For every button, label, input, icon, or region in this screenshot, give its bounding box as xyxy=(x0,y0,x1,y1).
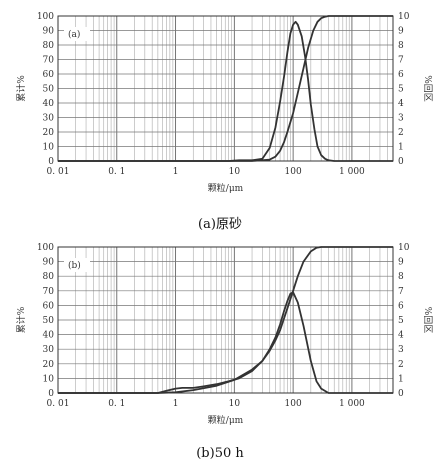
y-right-tick-label: 0 xyxy=(398,157,404,167)
grid xyxy=(57,15,394,162)
y-left-tick-label: 30 xyxy=(43,114,55,124)
y-left-tick-label: 0 xyxy=(48,157,54,167)
x-axis-label: 颗粒/μm xyxy=(208,182,244,194)
caption-a: (a)原砂 xyxy=(198,217,242,232)
x-axis-label: 颗粒/μm xyxy=(208,414,244,426)
y-right-tick-label: 9 xyxy=(398,258,404,268)
y-right-tick-label: 3 xyxy=(398,114,404,124)
chart-panel-a: 0 10 20 30 40 50 60 70 80 90 100 0 1 2 3 4 5 6 7 8 9 10 0. 01 0… xyxy=(15,12,433,194)
y-left-axis-label: 累计% xyxy=(15,75,27,102)
x-tick-label: 1 xyxy=(173,167,179,177)
y-left-tick-label: 20 xyxy=(43,360,55,370)
y-right-tick-label: 4 xyxy=(398,99,404,109)
y-right-tick-label: 8 xyxy=(398,272,404,282)
grid xyxy=(57,246,394,394)
plot-frame xyxy=(57,246,394,394)
y-right-tick-label: 6 xyxy=(398,70,404,80)
panel-tag-box xyxy=(64,258,90,272)
x-tick-label: 1 xyxy=(173,399,179,409)
panel-tag-box xyxy=(64,27,90,41)
cumulative-curve xyxy=(58,15,393,162)
y-left-tick-label: 100 xyxy=(37,12,54,22)
y-right-tick-label: 8 xyxy=(398,41,404,51)
y-right-tick-label: 5 xyxy=(398,85,404,95)
y-right-tick-label: 6 xyxy=(398,301,404,311)
y-right-axis-label: %回区 xyxy=(422,307,433,334)
y-left-tick-label: 60 xyxy=(43,70,55,80)
x-tick-label: 1 000 xyxy=(339,399,365,409)
x-tick-label: 0. 01 xyxy=(47,167,70,177)
y-left-tick-label: 50 xyxy=(43,316,55,326)
y-left-tick-label: 30 xyxy=(43,345,55,355)
y-left-tick-label: 20 xyxy=(43,128,55,138)
y-left-tick-label: 100 xyxy=(37,243,54,253)
panel-label: (b) xyxy=(68,260,81,271)
y-right-tick-label: 7 xyxy=(398,287,404,297)
y-right-tick-label: 7 xyxy=(398,56,404,66)
x-tick-label: 0. 1 xyxy=(108,399,125,409)
y-left-tick-label: 10 xyxy=(43,143,55,153)
cumulative-curve xyxy=(58,246,393,394)
y-left-tick-label: 80 xyxy=(43,272,55,282)
panel-label: (a) xyxy=(68,29,80,40)
y-right-tick-label: 10 xyxy=(398,243,410,253)
x-tick-label: 10 xyxy=(229,399,241,409)
y-right-tick-label: 5 xyxy=(398,316,404,326)
caption-b: (b)50 h xyxy=(196,446,244,461)
y-right-tick-label: 1 xyxy=(398,374,404,384)
y-right-tick-label: 0 xyxy=(398,389,404,399)
y-right-tick-label: 9 xyxy=(398,27,404,37)
frequency-curve xyxy=(58,20,393,162)
x-tick-label: 100 xyxy=(285,167,302,177)
x-tick-label: 0. 1 xyxy=(108,167,125,177)
y-right-tick-label: 2 xyxy=(398,128,404,138)
y-right-tick-label: 2 xyxy=(398,360,404,370)
chart-panel-b: 0 10 20 30 40 50 60 70 80 90 100 0 1 2 3 4 5 6 7 8 9 10 0. 01 0… xyxy=(15,243,433,426)
y-left-tick-label: 90 xyxy=(43,258,55,268)
y-right-axis-label: %回区 xyxy=(422,75,433,102)
y-left-axis-label: 累计% xyxy=(15,306,27,333)
x-tick-label: 100 xyxy=(285,399,302,409)
y-left-tick-label: 70 xyxy=(43,287,55,297)
y-left-tick-label: 50 xyxy=(43,85,55,95)
y-right-tick-label: 3 xyxy=(398,345,404,355)
y-left-tick-label: 70 xyxy=(43,56,55,66)
y-right-tick-label: 10 xyxy=(398,12,410,22)
y-left-tick-label: 40 xyxy=(43,331,55,341)
x-tick-label: 0. 01 xyxy=(47,399,70,409)
y-right-tick-label: 1 xyxy=(398,143,404,153)
y-left-tick-label: 80 xyxy=(43,41,55,51)
x-tick-label: 1 000 xyxy=(339,167,365,177)
y-right-tick-label: 4 xyxy=(398,331,404,341)
x-tick-label: 10 xyxy=(229,167,241,177)
y-left-tick-label: 10 xyxy=(43,374,55,384)
y-left-tick-label: 60 xyxy=(43,301,55,311)
frequency-curve xyxy=(58,291,393,394)
y-left-tick-label: 0 xyxy=(48,389,54,399)
y-left-tick-label: 90 xyxy=(43,27,55,37)
y-left-tick-label: 40 xyxy=(43,99,55,109)
